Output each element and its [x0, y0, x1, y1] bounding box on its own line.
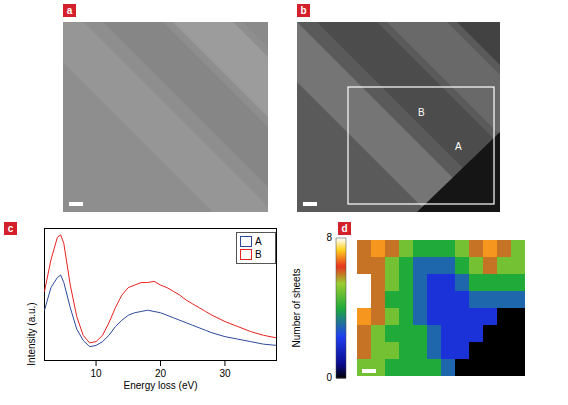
svg-text:Number of sheets: Number of sheets — [291, 269, 302, 348]
html-text:B: B — [255, 249, 262, 260]
svg-text:B: B — [418, 107, 425, 118]
html-text:a: a — [66, 5, 73, 16]
svg-text:Energy loss (eV): Energy loss (eV) — [124, 380, 198, 391]
svg-text:20: 20 — [155, 368, 167, 379]
svg-text:0: 0 — [326, 372, 332, 383]
html-text:b: b — [300, 5, 307, 16]
svg-text:10: 10 — [90, 368, 102, 379]
html-text:c: c — [7, 223, 14, 234]
html-text:Intensity (a.u.): Intensity (a.u.) — [26, 302, 37, 366]
svg-text:8: 8 — [326, 232, 332, 243]
html-text:d: d — [341, 223, 348, 234]
html-text:A: A — [255, 236, 262, 247]
svg-text:30: 30 — [219, 368, 231, 379]
svg-text:A: A — [455, 141, 462, 152]
